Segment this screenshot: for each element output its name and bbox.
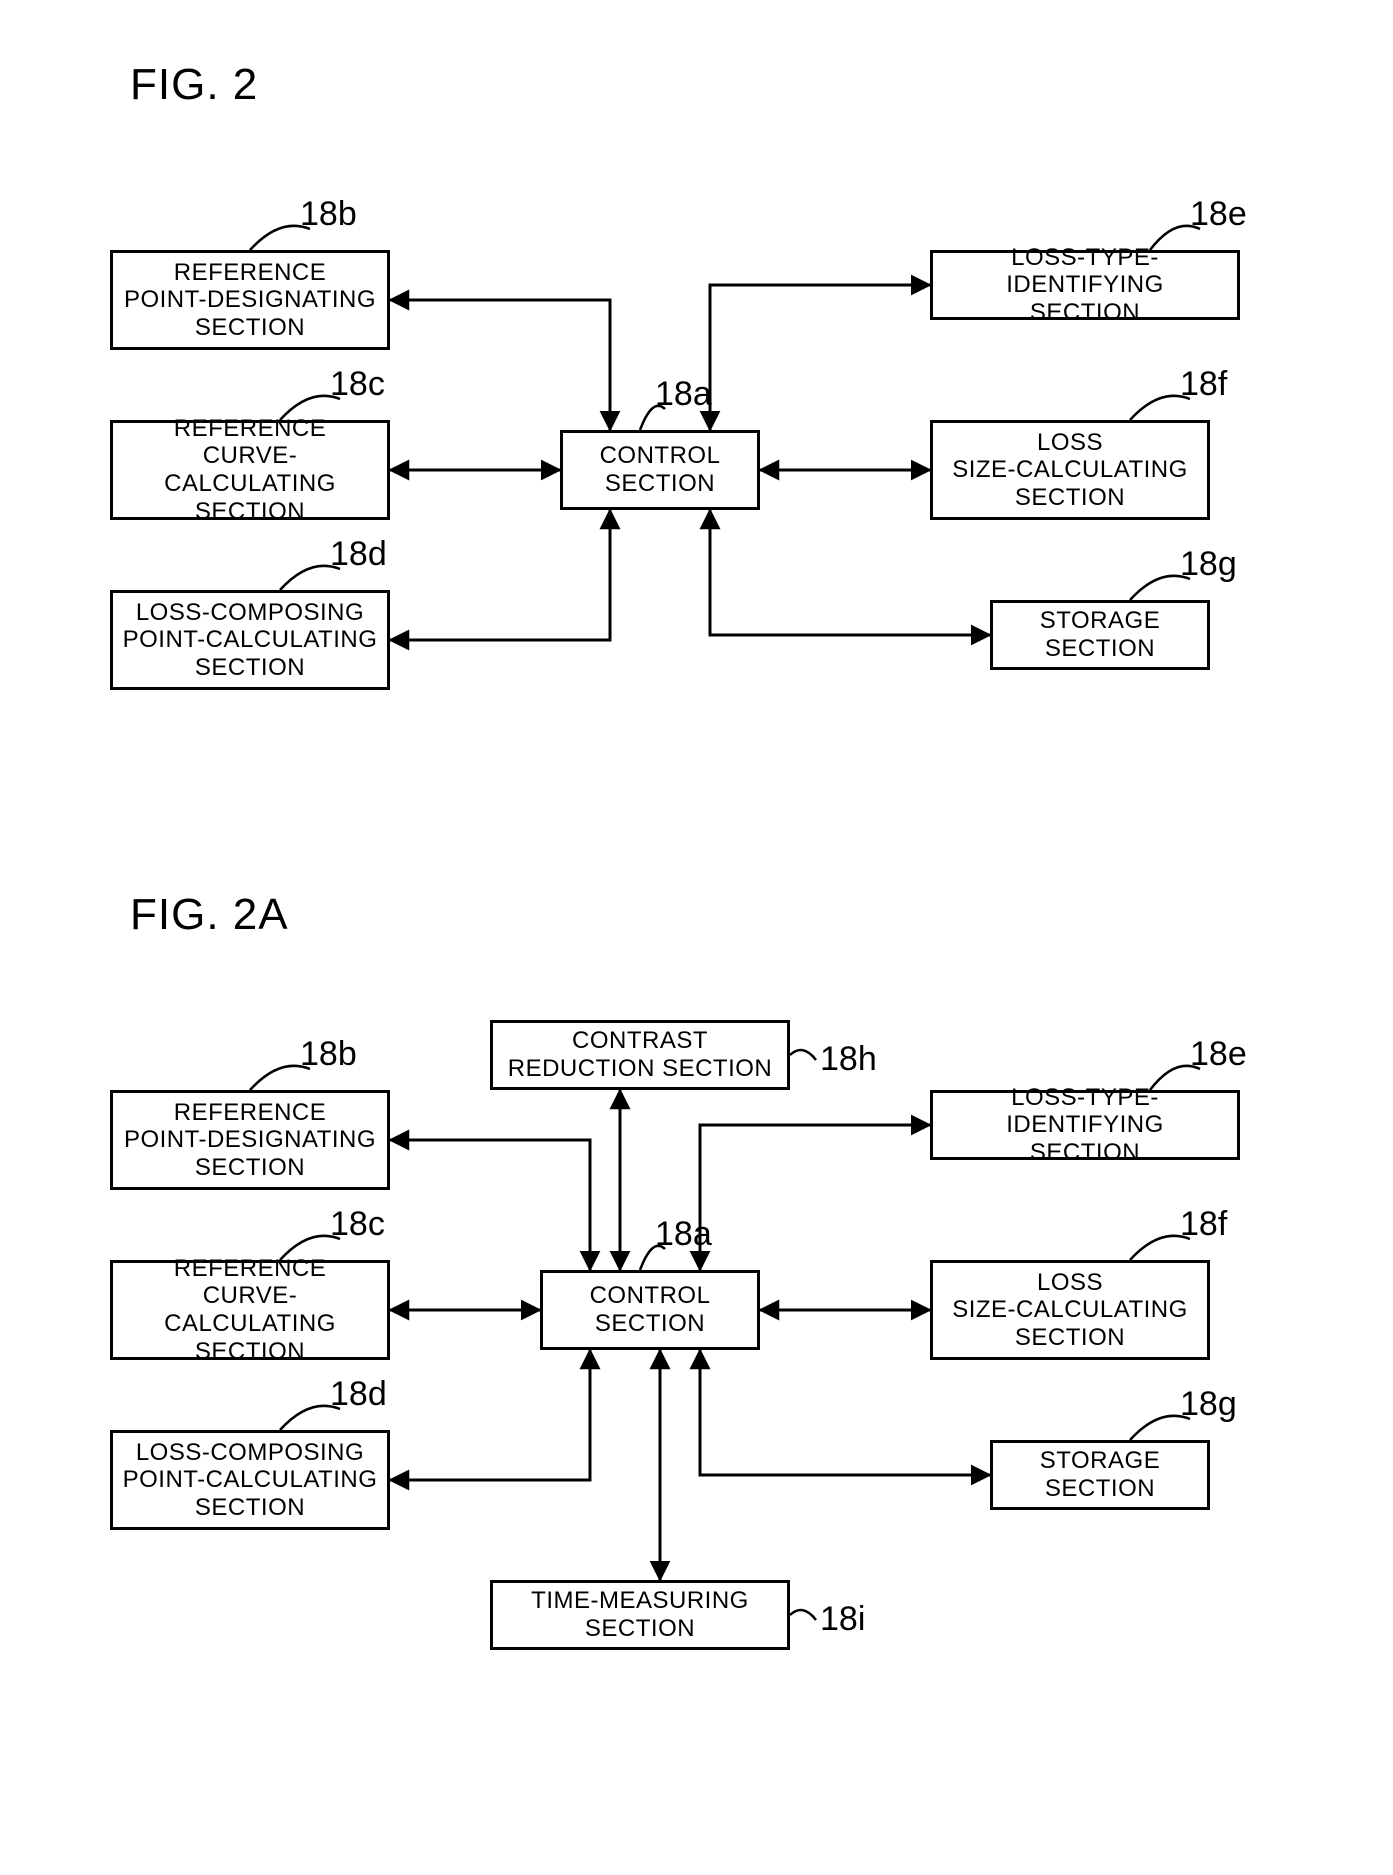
node-line: SIZE-CALCULATING — [952, 1296, 1188, 1324]
node-line: SECTION — [1045, 635, 1155, 663]
label-18e: 18e — [1190, 1035, 1247, 1074]
edge-n18d-n18a — [390, 1350, 590, 1480]
node-line: SECTION — [1030, 299, 1140, 327]
label-18g: 18g — [1180, 1385, 1237, 1424]
node-line: SECTION — [595, 1310, 705, 1338]
edge-n18a-n18g — [700, 1350, 990, 1475]
node-line: LOSS-TYPE-IDENTIFYING — [939, 244, 1231, 299]
label-18h: 18h — [820, 1040, 877, 1079]
node-line: SIZE-CALCULATING — [952, 456, 1188, 484]
node-18d: LOSS-COMPOSINGPOINT-CALCULATINGSECTION — [110, 1430, 390, 1530]
node-18f: LOSSSIZE-CALCULATINGSECTION — [930, 1260, 1210, 1360]
node-line: STORAGE — [1040, 607, 1160, 635]
label-18g: 18g — [1180, 545, 1237, 584]
node-line: TIME-MEASURING — [531, 1587, 749, 1615]
node-line: SECTION — [195, 1494, 305, 1522]
node-18b: REFERENCEPOINT-DESIGNATINGSECTION — [110, 1090, 390, 1190]
node-18e: LOSS-TYPE-IDENTIFYINGSECTION — [930, 1090, 1240, 1160]
edge-n18b-n18a — [390, 300, 610, 430]
node-line: SECTION — [195, 314, 305, 342]
node-18a: CONTROLSECTION — [540, 1270, 760, 1350]
label-18b: 18b — [300, 195, 357, 234]
label-18c: 18c — [330, 365, 385, 404]
node-18f: LOSSSIZE-CALCULATINGSECTION — [930, 420, 1210, 520]
edge-n18b-n18a — [390, 1140, 590, 1270]
label-18c: 18c — [330, 1205, 385, 1244]
label-18e: 18e — [1190, 195, 1247, 234]
node-line: LOSS — [1037, 1269, 1103, 1297]
node-line: CONTROL — [600, 442, 721, 470]
node-line: SECTION — [605, 470, 715, 498]
node-line: SECTION — [195, 1338, 305, 1366]
node-line: REFERENCE — [174, 259, 327, 287]
edge-n18a-n18e — [710, 285, 930, 430]
node-line: POINT-CALCULATING — [123, 626, 378, 654]
node-18h: CONTRASTREDUCTION SECTION — [490, 1020, 790, 1090]
node-line: SECTION — [585, 1615, 695, 1643]
node-18i: TIME-MEASURINGSECTION — [490, 1580, 790, 1650]
node-line: LOSS-COMPOSING — [136, 1439, 364, 1467]
edge-n18a-n18e — [700, 1125, 930, 1270]
node-line: REFERENCE — [174, 415, 327, 443]
label-18d: 18d — [330, 535, 387, 574]
node-18g: STORAGESECTION — [990, 600, 1210, 670]
label-18f: 18f — [1180, 1205, 1227, 1244]
edge-n18a-n18g — [710, 510, 990, 635]
node-line: POINT-DESIGNATING — [124, 286, 376, 314]
figure-title-2: FIG. 2A — [130, 890, 289, 940]
node-line: LOSS-TYPE-IDENTIFYING — [939, 1084, 1231, 1139]
node-line: CONTRAST — [572, 1027, 708, 1055]
node-18a: CONTROLSECTION — [560, 430, 760, 510]
node-line: REDUCTION SECTION — [508, 1055, 773, 1083]
label-18a: 18a — [655, 375, 712, 414]
node-line: POINT-DESIGNATING — [124, 1126, 376, 1154]
node-line: SECTION — [195, 654, 305, 682]
node-18c: REFERENCECURVE-CALCULATINGSECTION — [110, 1260, 390, 1360]
node-line: SECTION — [1030, 1139, 1140, 1167]
node-18g: STORAGESECTION — [990, 1440, 1210, 1510]
node-line: CONTROL — [590, 1282, 711, 1310]
label-18i: 18i — [820, 1600, 865, 1639]
node-18e: LOSS-TYPE-IDENTIFYINGSECTION — [930, 250, 1240, 320]
label-18a: 18a — [655, 1215, 712, 1254]
node-line: SECTION — [195, 1154, 305, 1182]
edge-n18d-n18a — [390, 510, 610, 640]
label-18b: 18b — [300, 1035, 357, 1074]
label-18f: 18f — [1180, 365, 1227, 404]
node-18d: LOSS-COMPOSINGPOINT-CALCULATINGSECTION — [110, 590, 390, 690]
node-line: SECTION — [195, 498, 305, 526]
node-18c: REFERENCECURVE-CALCULATINGSECTION — [110, 420, 390, 520]
node-18b: REFERENCEPOINT-DESIGNATINGSECTION — [110, 250, 390, 350]
label-18d: 18d — [330, 1375, 387, 1414]
node-line: STORAGE — [1040, 1447, 1160, 1475]
node-line: REFERENCE — [174, 1255, 327, 1283]
node-line: CURVE-CALCULATING — [119, 442, 381, 497]
node-line: SECTION — [1015, 1324, 1125, 1352]
node-line: SECTION — [1015, 484, 1125, 512]
node-line: LOSS — [1037, 429, 1103, 457]
figure-title-1: FIG. 2 — [130, 60, 258, 110]
node-line: POINT-CALCULATING — [123, 1466, 378, 1494]
node-line: REFERENCE — [174, 1099, 327, 1127]
node-line: SECTION — [1045, 1475, 1155, 1503]
node-line: LOSS-COMPOSING — [136, 599, 364, 627]
node-line: CURVE-CALCULATING — [119, 1282, 381, 1337]
